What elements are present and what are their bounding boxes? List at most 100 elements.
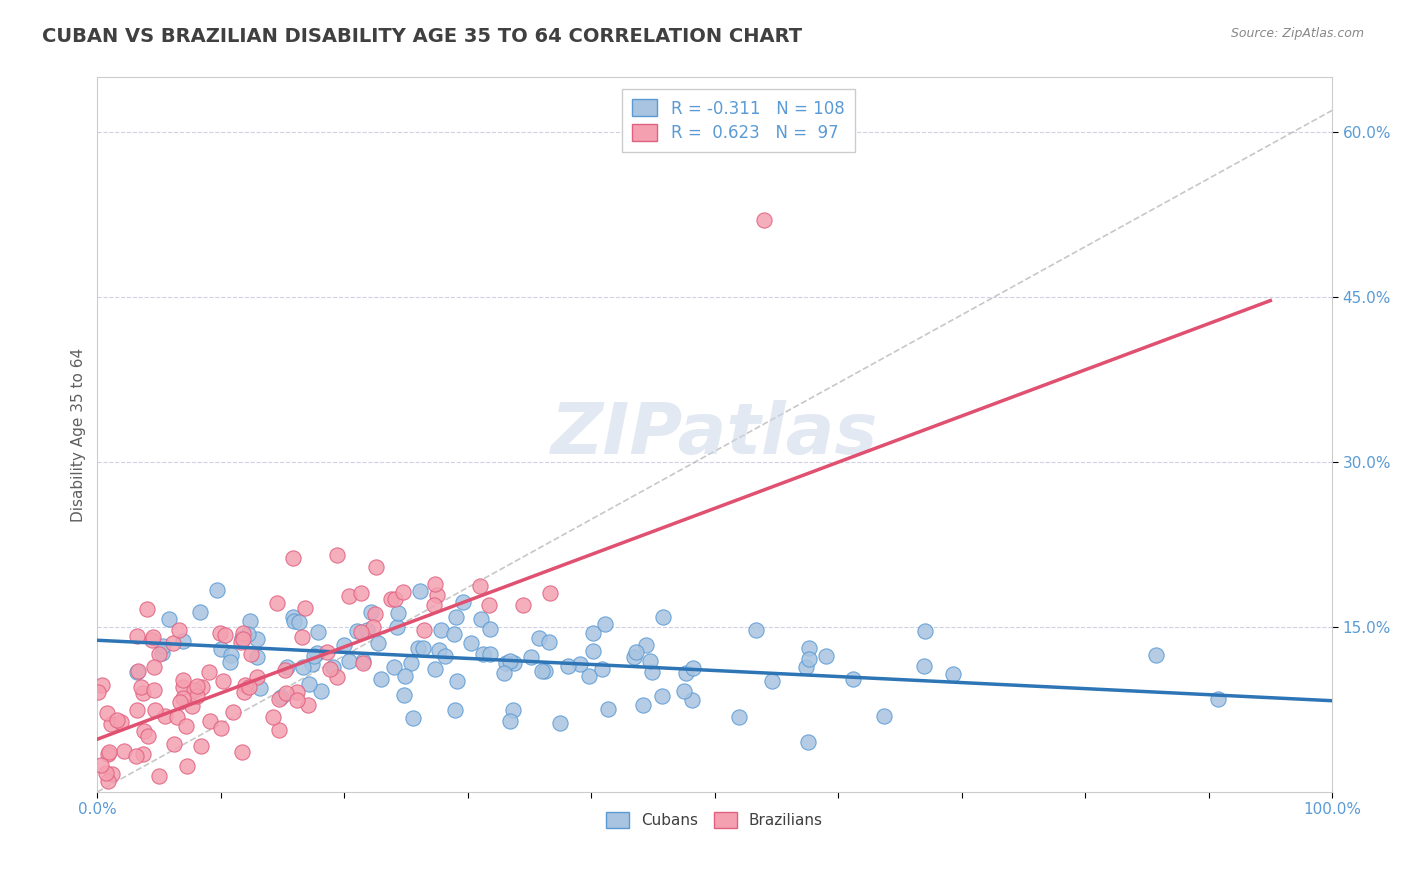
Point [468, 579, 491, 593]
Point [309, 684, 332, 698]
Point [276, 686, 298, 700]
Point [322, 660, 344, 674]
Point [152, 639, 174, 653]
Point [267, 691, 290, 706]
Point [125, 629, 148, 643]
Point [239, 614, 262, 628]
Point [214, 628, 236, 642]
Point [745, 623, 768, 637]
Point [101, 767, 124, 781]
Point [186, 689, 208, 703]
Point [285, 693, 308, 707]
Point [352, 656, 374, 670]
Point [499, 714, 522, 728]
Point [591, 662, 613, 676]
Point [682, 661, 704, 675]
Point [638, 654, 661, 668]
Point [361, 620, 384, 634]
Point [162, 636, 184, 650]
Point [402, 711, 425, 725]
Point [198, 714, 221, 729]
Point [188, 605, 211, 619]
Point [538, 586, 561, 600]
Point [229, 635, 252, 649]
Point [593, 617, 616, 632]
Point [153, 708, 176, 723]
Point [132, 724, 155, 739]
Point [112, 744, 135, 758]
Point [246, 632, 269, 646]
Point [425, 576, 447, 591]
Point [176, 759, 198, 773]
Point [270, 690, 292, 704]
Point [651, 689, 673, 703]
Point [796, 735, 818, 749]
Point [231, 745, 253, 759]
Point [172, 680, 194, 694]
Point [794, 660, 817, 674]
Point [281, 610, 304, 624]
Point [298, 677, 321, 691]
Y-axis label: Disability Age 35 to 64: Disability Age 35 to 64 [72, 348, 86, 522]
Point [492, 666, 515, 681]
Point [346, 624, 368, 639]
Point [912, 659, 935, 673]
Point [297, 698, 319, 712]
Point [136, 729, 159, 743]
Point [392, 585, 415, 599]
Point [169, 695, 191, 709]
Point [326, 671, 349, 685]
Point [143, 682, 166, 697]
Point [914, 624, 936, 638]
Point [262, 710, 284, 724]
Point [364, 560, 387, 574]
Point [443, 627, 465, 641]
Point [499, 654, 522, 668]
Point [333, 638, 356, 652]
Point [148, 647, 170, 661]
Point [624, 645, 647, 659]
Point [582, 625, 605, 640]
Point [174, 718, 197, 732]
Point [337, 654, 360, 668]
Point [385, 619, 408, 633]
Point [198, 665, 221, 679]
Point [364, 607, 387, 621]
Point [941, 666, 963, 681]
Point [380, 592, 402, 607]
Point [815, 648, 838, 663]
Point [427, 643, 450, 657]
Point [141, 632, 163, 647]
Point [246, 649, 269, 664]
Point [209, 642, 232, 657]
Text: CUBAN VS BRAZILIAN DISABILITY AGE 35 TO 64 CORRELATION CHART: CUBAN VS BRAZILIAN DISABILITY AGE 35 TO … [42, 27, 803, 45]
Point [287, 685, 309, 699]
Point [425, 662, 447, 676]
Point [430, 624, 453, 638]
Point [208, 625, 231, 640]
Point [291, 630, 314, 644]
Point [274, 663, 297, 677]
Point [434, 648, 457, 663]
Point [651, 610, 673, 624]
Point [842, 672, 865, 686]
Point [1146, 648, 1168, 663]
Point [557, 659, 579, 673]
Point [873, 709, 896, 723]
Point [127, 665, 149, 680]
Point [172, 673, 194, 688]
Point [728, 710, 751, 724]
Point [370, 672, 392, 686]
Point [387, 606, 409, 620]
Point [90, 757, 112, 772]
Point [596, 702, 619, 716]
Point [367, 636, 389, 650]
Point [239, 647, 262, 661]
Point [294, 601, 316, 615]
Point [87, 685, 110, 699]
Point [444, 703, 467, 717]
Point [131, 680, 153, 694]
Point [246, 670, 269, 684]
Point [249, 681, 271, 695]
Point [394, 668, 416, 682]
